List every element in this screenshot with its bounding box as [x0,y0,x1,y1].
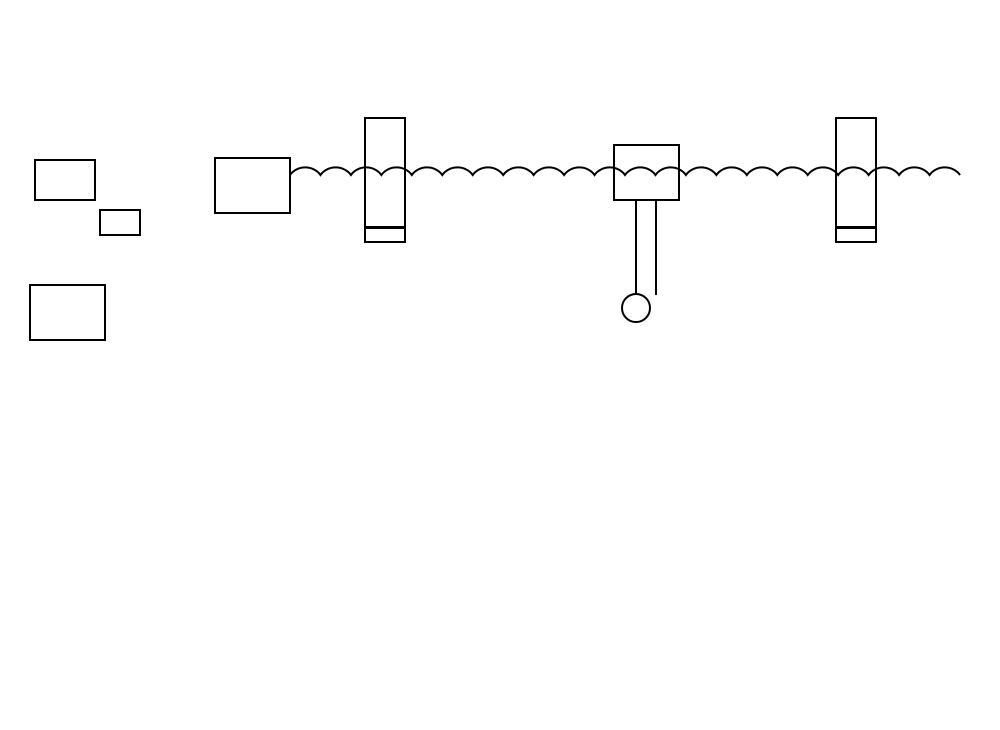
post-2-base [365,227,405,242]
component-13 [30,285,105,340]
diagram-canvas [0,0,1000,730]
post-2 [365,118,405,228]
component-1 [215,158,290,213]
coil-line [290,167,960,175]
component-14 [35,160,95,200]
component-15 [100,210,140,235]
post-5-base [836,227,876,242]
ball-10 [622,294,650,322]
